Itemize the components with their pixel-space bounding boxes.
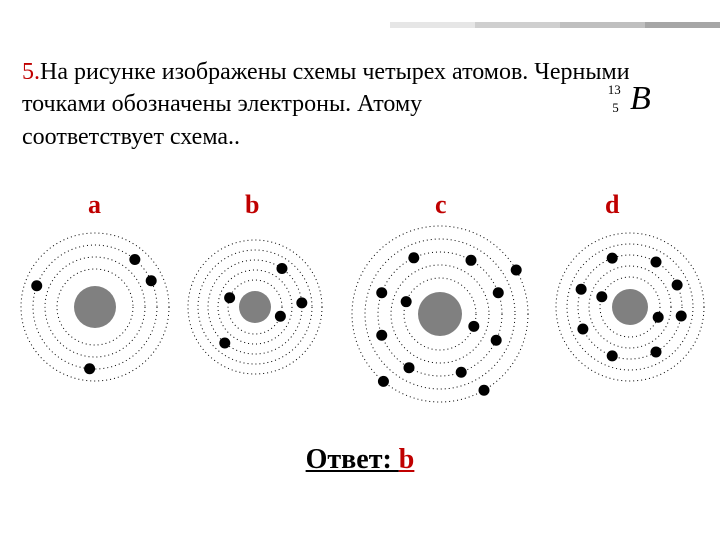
option-label-a: a [88, 190, 101, 220]
electron-icon [653, 312, 664, 323]
answer-key: b [399, 444, 415, 475]
question-body-1: На рисунке изображены схемы четырех атом… [22, 59, 630, 117]
electron-icon [275, 311, 286, 322]
electron-icon [408, 252, 419, 263]
electron-icon [468, 321, 479, 332]
answer-label: Ответ: [306, 444, 399, 475]
question-text: 5.На рисунке изображены схемы четырех ат… [22, 56, 698, 153]
electron-icon [224, 292, 235, 303]
option-label-b: b [245, 190, 259, 220]
electron-icon [466, 255, 477, 266]
electron-icon [31, 280, 42, 291]
atom-b [180, 232, 330, 387]
electron-icon [672, 280, 683, 291]
electron-icon [276, 263, 287, 274]
atom-d [545, 222, 715, 397]
electron-icon [479, 385, 490, 396]
electron-icon [378, 376, 389, 387]
electron-icon [456, 367, 467, 378]
electron-icon [676, 311, 687, 322]
atom-c [340, 214, 540, 419]
isotope-mass: 13 [608, 82, 621, 98]
electron-icon [376, 330, 387, 341]
slide-page: 5.На рисунке изображены схемы четырех ат… [0, 0, 720, 540]
electron-icon [376, 287, 387, 298]
electron-icon [146, 275, 157, 286]
atom-b-svg [180, 232, 330, 382]
question-body-2: соответствует схема.. [22, 124, 240, 150]
nucleus-icon [239, 291, 271, 323]
electron-icon [296, 297, 307, 308]
electron-icon [576, 284, 587, 295]
isotope-z: 5 [612, 100, 619, 116]
option-label-d: d [605, 190, 619, 220]
atom-a [10, 222, 180, 397]
electron-icon [651, 347, 662, 358]
electron-icon [129, 254, 140, 265]
electron-icon [493, 287, 504, 298]
electron-icon [607, 350, 618, 361]
electron-icon [404, 362, 415, 373]
atom-a-svg [10, 222, 180, 392]
atom-d-svg [545, 222, 715, 392]
electron-icon [219, 338, 230, 349]
electron-icon [577, 323, 588, 334]
electron-icon [84, 363, 95, 374]
header-divider [390, 22, 720, 28]
question-number: 5. [22, 59, 40, 85]
answer-line: Ответ: b [0, 444, 720, 476]
nucleus-icon [74, 286, 116, 328]
atoms-row [0, 222, 720, 422]
electron-icon [651, 256, 662, 267]
nucleus-icon [418, 292, 462, 336]
isotope-element: B [630, 80, 651, 117]
electron-icon [596, 291, 607, 302]
electron-icon [511, 265, 522, 276]
isotope-symbol: 13 5 B [630, 80, 651, 118]
nucleus-icon [612, 289, 648, 325]
electron-icon [607, 253, 618, 264]
electron-icon [491, 335, 502, 346]
electron-icon [401, 296, 412, 307]
atom-c-svg [340, 214, 540, 414]
